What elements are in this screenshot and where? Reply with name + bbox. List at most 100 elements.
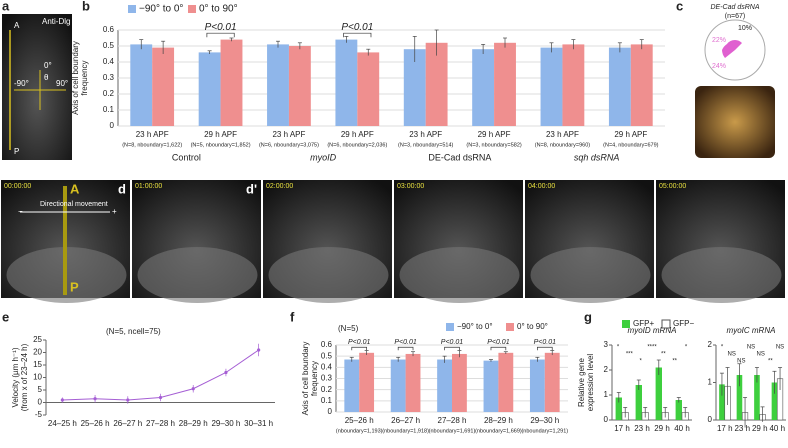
tissue	[399, 247, 520, 303]
x-tick-label: 17 h	[717, 424, 733, 433]
tissue	[530, 247, 651, 303]
panel-d: 00:00:00 01:00:00 02:00:00 03:00:00 04:00:00…	[1, 180, 785, 303]
annotation: P<0.01	[441, 339, 463, 346]
label-right: 90°	[56, 79, 68, 88]
bracket	[490, 346, 507, 351]
annotation: *	[617, 345, 620, 351]
y-tick-label: 0.5	[103, 41, 115, 50]
x-sublabel: (N=8, nboundary=960)	[535, 142, 591, 148]
timestamp: 05:00:00	[659, 183, 686, 190]
bar	[675, 400, 682, 420]
x-tick-label: 26–27 h	[391, 416, 420, 425]
legend-label: 0° to 90°	[517, 322, 548, 331]
panel-letter: d'	[246, 181, 257, 196]
micrograph	[2, 14, 72, 160]
bar	[130, 44, 153, 126]
panel-letter: g	[584, 309, 592, 324]
x-sublabel: (nboundary=1,691)	[429, 428, 476, 434]
bar	[635, 385, 642, 420]
y-axis-label: frequency	[310, 361, 319, 396]
x-tick-label: 40 h	[769, 424, 785, 433]
point	[93, 397, 97, 401]
x-tick-label: 23 h APF	[272, 130, 305, 139]
y-tick-label: 0	[708, 415, 713, 424]
group-label: DE-Cad dsRNA	[428, 152, 491, 162]
x-sublabel: (N=6, nboundary=3,075)	[259, 142, 319, 148]
panel-letter: e	[2, 309, 9, 324]
x-sublabel: (nboundary=1,291)	[521, 428, 568, 434]
legend-swatch	[188, 5, 196, 13]
stain-label: Anti-Dlg	[42, 17, 70, 26]
bar	[494, 42, 516, 126]
tissue	[661, 247, 782, 303]
annotation: NS	[747, 345, 755, 351]
tissue	[137, 247, 258, 303]
rose-plot: 10% 22% 24%	[704, 19, 766, 81]
y-tick-label: 0.1	[103, 105, 115, 114]
y-axis-label: frequency	[80, 60, 89, 95]
bracket	[343, 32, 372, 38]
bar	[220, 39, 243, 126]
x-tick-label: 27–28 h	[438, 416, 467, 425]
annotation: NS	[727, 352, 735, 358]
x-tick-label: 28–29 h	[484, 416, 513, 425]
y-tick-label: 25	[33, 335, 42, 344]
timestamp: 00:00:00	[4, 183, 31, 190]
x-tick-label: 26–27 h	[113, 419, 142, 428]
x-sublabel: (N=3, nboundary=582)	[466, 142, 522, 148]
x-tick-label: 30–31 h	[244, 419, 273, 428]
point	[257, 348, 261, 352]
legend-label: GFP+	[633, 319, 654, 328]
bar	[425, 42, 448, 126]
x-tick-label: 29 h	[752, 424, 768, 433]
annotation: **	[661, 352, 666, 358]
point	[158, 395, 163, 400]
bar	[754, 375, 760, 420]
x-sublabel: (nboundary=1,918)	[382, 428, 429, 434]
x-tick-label: 24–25 h	[48, 419, 77, 428]
bar	[544, 352, 560, 412]
x-tick-label: 17 h	[614, 424, 630, 433]
y-tick-label: 0.1	[321, 396, 333, 405]
chart-title: myoIC mRNA	[727, 326, 776, 335]
bar	[615, 397, 622, 420]
x-sublabel: (N=8, nboundary=1,622)	[122, 142, 182, 148]
y-axis-label: Axis of cell boundary	[71, 41, 80, 115]
group-label: Control	[172, 152, 201, 162]
y-axis-label: Axis of cell boundary	[301, 342, 310, 416]
rose-label: 24%	[712, 63, 726, 70]
bar	[452, 353, 467, 412]
rose-circle	[704, 19, 766, 81]
bar	[357, 52, 380, 126]
bar	[540, 47, 563, 126]
y-tick-label: 0.4	[103, 57, 115, 66]
label-zero: 0°	[44, 61, 52, 70]
bar	[390, 359, 406, 412]
annotation: NS	[756, 352, 764, 358]
x-tick-label: 23 h APF	[136, 130, 169, 139]
x-tick-label: 28–29 h	[179, 419, 208, 428]
annotation: *	[685, 345, 688, 351]
x-sublabel: (N=6, nboundary=2,036)	[327, 142, 387, 148]
x-sublabel: (N=5, nboundary=1,852)	[191, 142, 251, 148]
bar	[288, 46, 311, 126]
legend-label: 0° to 90°	[199, 4, 238, 15]
y-tick-label: 0.4	[321, 362, 333, 371]
bracket	[444, 346, 460, 351]
annotation: P<0.01	[534, 339, 556, 346]
annotation: NS	[737, 359, 745, 365]
panel-letter: c	[676, 0, 683, 13]
x-tick-label: 23 h	[734, 424, 750, 433]
y-axis-label: (from x of 23–24 h)	[20, 343, 29, 411]
direction-label: Directional movement	[40, 201, 108, 208]
point	[191, 387, 195, 391]
y-tick-label: 3	[604, 340, 609, 349]
y-tick-label: 0.6	[321, 340, 333, 349]
annotation: P<0.01	[487, 339, 509, 346]
point	[224, 370, 228, 375]
rose-label: 22%	[712, 37, 726, 44]
group-label: sqh dsRNA	[574, 152, 620, 162]
x-tick-label: 29 h APF	[614, 130, 647, 139]
y-axis-label: Velocity (µm h⁻¹)	[11, 347, 20, 407]
panel-letter: b	[82, 0, 90, 13]
